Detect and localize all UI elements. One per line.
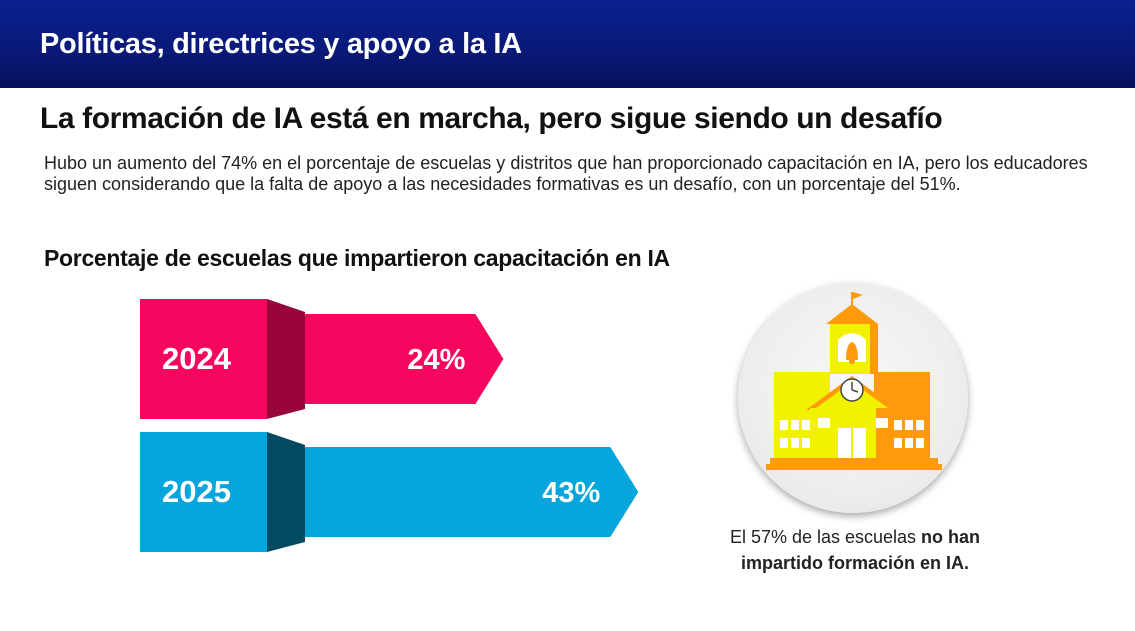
callout-caption: El 57% de las escuelas no han impartido … xyxy=(700,524,1010,576)
headline: La formación de IA está en marcha, pero … xyxy=(40,102,943,135)
bar-2025 xyxy=(305,447,639,537)
school-building-icon xyxy=(766,292,942,470)
bar-2024 xyxy=(305,314,504,404)
data-label-2024: 24% xyxy=(407,344,465,376)
intro-text: Hubo un aumento del 74% en el porcentaje… xyxy=(44,153,1088,194)
header-bar: Políticas, directrices y apoyo a la IA xyxy=(0,0,1135,88)
caption-bold-1: no han xyxy=(921,527,981,547)
bar-depth-2024 xyxy=(267,299,305,419)
chart-title: Porcentaje de escuelas que impartieron c… xyxy=(44,245,670,271)
header-title: Políticas, directrices y apoyo a la IA xyxy=(40,28,522,60)
bar-panel-2024 xyxy=(140,299,267,419)
category-label-2025: 2025 xyxy=(162,474,231,509)
bar-depth-2025 xyxy=(267,432,305,552)
data-label-2025: 43% xyxy=(542,477,600,509)
bar-panel-2025 xyxy=(140,432,267,552)
category-label-2024: 2024 xyxy=(162,341,232,376)
caption-bold-2: impartido formación en IA. xyxy=(740,553,970,573)
caption-text: El 57% de las escuelas xyxy=(729,527,922,547)
